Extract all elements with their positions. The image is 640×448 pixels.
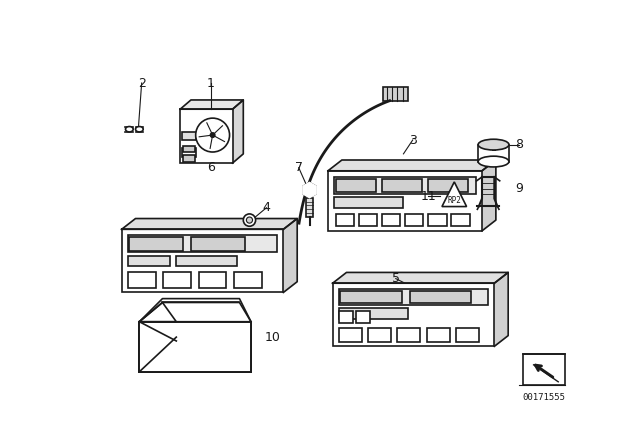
Bar	[140, 322, 251, 372]
Text: 8: 8	[515, 138, 523, 151]
Text: 3: 3	[409, 134, 417, 146]
Bar	[356, 311, 369, 323]
Polygon shape	[284, 219, 297, 293]
Bar	[163, 272, 191, 288]
Bar	[456, 328, 479, 342]
Ellipse shape	[136, 126, 143, 132]
Bar	[428, 214, 447, 226]
Bar	[339, 308, 408, 319]
Bar	[328, 171, 482, 231]
Bar	[182, 132, 196, 140]
Bar	[427, 328, 450, 342]
Bar	[175, 255, 237, 266]
Bar	[336, 214, 354, 226]
Bar	[410, 291, 471, 303]
Bar	[428, 178, 468, 192]
Text: 9: 9	[515, 182, 523, 195]
Bar	[122, 229, 284, 293]
Text: 4: 4	[262, 201, 270, 214]
Ellipse shape	[478, 139, 509, 150]
Bar	[382, 178, 422, 192]
Bar	[359, 214, 378, 226]
Bar	[128, 272, 156, 288]
Polygon shape	[232, 100, 243, 163]
Bar	[523, 354, 565, 385]
Bar	[368, 328, 391, 342]
Bar	[478, 145, 509, 162]
Bar	[334, 177, 476, 194]
Polygon shape	[140, 299, 251, 322]
Polygon shape	[303, 182, 316, 198]
Bar	[339, 311, 353, 323]
Polygon shape	[442, 182, 467, 207]
Bar	[383, 87, 408, 101]
Bar	[183, 146, 195, 152]
Bar	[339, 289, 488, 305]
Bar	[451, 214, 470, 226]
Bar	[234, 272, 262, 288]
Bar	[191, 237, 245, 251]
Bar	[128, 255, 170, 266]
Bar	[129, 237, 183, 251]
Bar	[180, 109, 232, 163]
Bar	[405, 214, 424, 226]
Circle shape	[211, 133, 215, 138]
Circle shape	[246, 217, 253, 223]
Bar	[182, 148, 196, 157]
Text: RP2: RP2	[447, 196, 461, 205]
Polygon shape	[482, 160, 496, 231]
Polygon shape	[333, 272, 508, 283]
Bar	[397, 328, 420, 342]
Polygon shape	[328, 160, 496, 171]
Polygon shape	[494, 272, 508, 346]
Text: 7: 7	[295, 161, 303, 174]
Ellipse shape	[125, 126, 133, 132]
Bar	[128, 236, 277, 252]
Text: 1: 1	[207, 77, 215, 90]
Text: 5: 5	[392, 272, 400, 285]
Polygon shape	[180, 100, 243, 109]
Text: 2: 2	[138, 77, 145, 90]
Bar	[306, 198, 314, 217]
Bar	[339, 328, 362, 342]
Text: 6: 6	[207, 161, 215, 174]
Polygon shape	[122, 219, 297, 229]
Bar	[140, 322, 251, 372]
Circle shape	[196, 118, 230, 152]
Bar	[340, 291, 402, 303]
Text: 10: 10	[264, 331, 280, 344]
Text: 11: 11	[420, 190, 436, 202]
Bar	[336, 178, 376, 192]
Circle shape	[243, 214, 255, 226]
Bar	[382, 214, 401, 226]
Text: 00171555: 00171555	[522, 392, 565, 401]
Bar	[333, 283, 494, 346]
Ellipse shape	[478, 156, 509, 167]
Bar	[198, 272, 227, 288]
Bar	[183, 155, 195, 162]
Bar	[334, 197, 403, 208]
